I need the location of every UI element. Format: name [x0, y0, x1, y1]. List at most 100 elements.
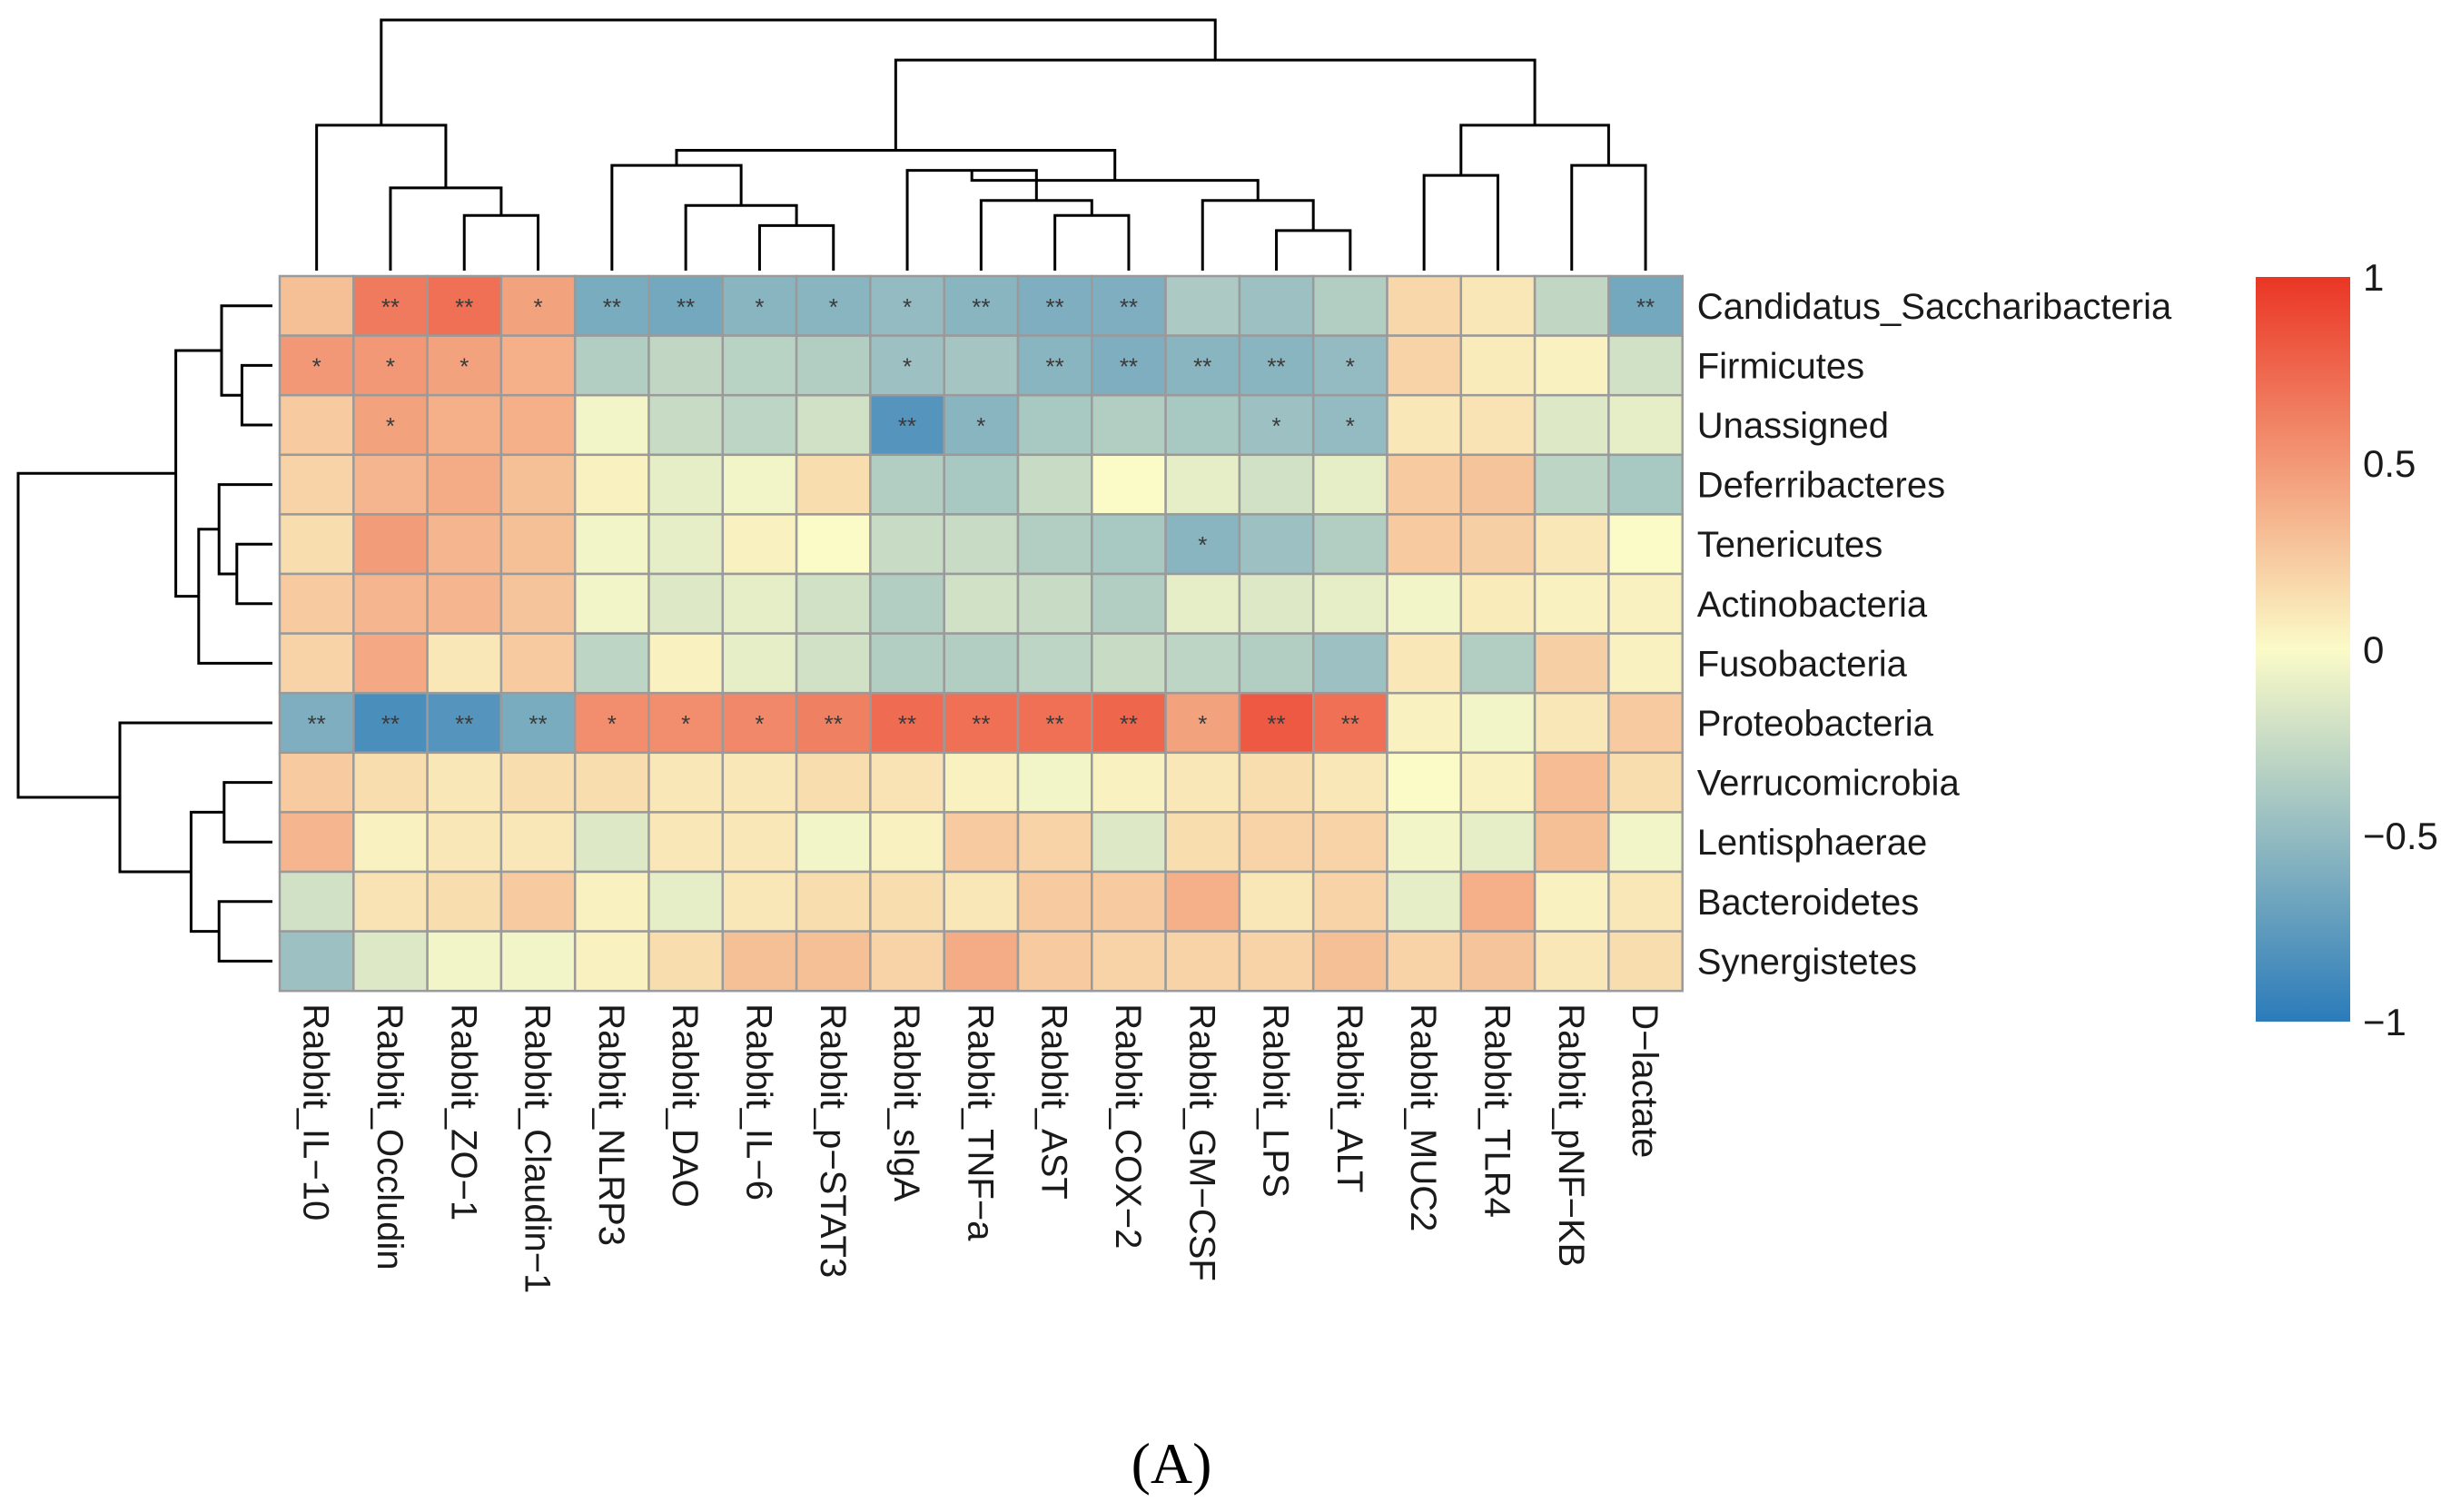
heatmap-cell — [1607, 870, 1684, 933]
row-dendrogram — [16, 304, 272, 963]
heatmap-cell — [1238, 513, 1315, 576]
heatmap-cell — [1607, 334, 1684, 397]
heatmap-cell — [1533, 691, 1610, 755]
heatmap-cell — [1091, 274, 1167, 337]
color-scale-tick-label: −0.5 — [2363, 815, 2438, 857]
heatmap-cell — [426, 811, 503, 874]
dendrogram-branch — [389, 186, 503, 271]
heatmap-cell — [1533, 751, 1610, 814]
heatmap-cell — [1164, 870, 1241, 933]
heatmap-cell — [1016, 393, 1093, 457]
color-scale-tick-label: 0.5 — [2363, 442, 2416, 485]
significance-marker: * — [460, 352, 469, 380]
significance-marker: ** — [677, 293, 695, 321]
heatmap-cell — [1386, 930, 1463, 993]
heatmap-cell — [499, 334, 577, 397]
significance-marker: * — [1271, 412, 1280, 440]
heatmap-cell — [721, 751, 798, 814]
heatmap-cell — [647, 632, 725, 695]
heatmap-cell — [1459, 870, 1537, 933]
significance-marker: ** — [1046, 710, 1064, 737]
heatmap-cell — [1311, 691, 1389, 755]
color-scale-bar — [2256, 277, 2350, 1022]
heatmap-cell — [647, 334, 725, 397]
heatmap-cell — [721, 513, 798, 576]
heatmap-cell — [1386, 691, 1463, 755]
heatmap-cell — [1311, 930, 1389, 993]
column-label: Rabbit_Claudin−1 — [518, 1003, 558, 1293]
heatmap-cell — [1091, 930, 1167, 993]
heatmap-cell — [499, 393, 577, 457]
heatmap-cell — [1311, 811, 1389, 874]
row-labels: Candidatus_Saccharibacteria Firmicutes Una… — [1697, 287, 2172, 983]
heatmap-cell — [352, 691, 429, 755]
column-label: Rabbit_TLR4 — [1477, 1003, 1517, 1218]
heatmap-cell — [1533, 513, 1610, 576]
dendrogram-branch — [222, 781, 272, 844]
significance-marker: * — [312, 352, 321, 380]
heatmap-cell — [1238, 870, 1315, 933]
heatmap-cell — [1533, 393, 1610, 457]
heatmap-cell — [721, 393, 798, 457]
heatmap-cell — [1533, 632, 1610, 695]
heatmap-cell — [1311, 453, 1389, 516]
heatmap-cell — [1607, 572, 1684, 635]
heatmap-cell — [1311, 393, 1389, 457]
heatmap-cell — [426, 334, 503, 397]
column-label: Rabbit_MUC2 — [1403, 1003, 1443, 1231]
significance-marker: ** — [308, 710, 326, 737]
heatmap-cell — [1459, 691, 1537, 755]
significance-marker: * — [1346, 412, 1355, 440]
heatmap-cell — [1016, 751, 1093, 814]
heatmap-cell — [573, 930, 650, 993]
row-label: Deferribacteres — [1697, 466, 1945, 506]
significance-marker: ** — [1046, 352, 1064, 380]
dendrogram-branch — [1201, 199, 1315, 271]
heatmap-cell — [1386, 870, 1463, 933]
row-label: Bacteroidetes — [1697, 883, 1920, 923]
heatmap-cell — [1311, 572, 1389, 635]
heatmap-cell — [795, 393, 872, 457]
heatmap-cell — [1386, 393, 1463, 457]
heatmap-cell — [1016, 811, 1093, 874]
heatmap-cell — [278, 453, 355, 516]
heatmap-cell — [1091, 870, 1167, 933]
dendrogram-branch — [1459, 124, 1610, 176]
heatmap-cell — [1459, 393, 1537, 457]
heatmap-cell — [647, 453, 725, 516]
column-label: Rabbit_IL−10 — [296, 1003, 336, 1220]
heatmap-cell — [426, 691, 503, 755]
heatmap-cell — [1016, 691, 1093, 755]
heatmap-cell — [1164, 751, 1241, 814]
significance-marker: * — [533, 293, 542, 321]
significance-marker: ** — [898, 412, 916, 440]
heatmap-cell — [721, 870, 798, 933]
column-label: Rabbit_LPS — [1256, 1003, 1296, 1197]
column-label: D−lactate — [1625, 1003, 1665, 1158]
heatmap-cell — [1533, 334, 1610, 397]
column-labels: Rabbit_IL−10 Rabbit_Occludin Rabbit_ZO−1 Ra… — [296, 1003, 1665, 1293]
color-scale-tick-label: 1 — [2363, 256, 2384, 299]
heatmap-cell — [1238, 334, 1315, 397]
dendrogram-branch — [217, 483, 272, 576]
heatmap-cell — [573, 811, 650, 874]
heatmap-cell — [278, 513, 355, 576]
color-scale-tick-label: 0 — [2363, 628, 2384, 671]
heatmap-cell — [721, 572, 798, 635]
heatmap-cell — [1016, 870, 1093, 933]
heatmap-cell — [869, 334, 945, 397]
significance-marker: ** — [898, 710, 916, 737]
significance-marker: * — [976, 412, 985, 440]
significance-marker: ** — [1120, 352, 1138, 380]
heatmap-cell — [352, 513, 429, 576]
heatmap-cell — [1164, 453, 1241, 516]
heatmap-cell — [352, 930, 429, 993]
heatmap-cell — [278, 691, 355, 755]
heatmap-cell — [1533, 274, 1610, 337]
heatmap-cell — [795, 751, 872, 814]
column-label: Rabbit_Occludin — [370, 1003, 410, 1270]
significance-marker: * — [1346, 352, 1355, 380]
heatmap-cell — [1459, 453, 1537, 516]
heatmap-cell — [1311, 632, 1389, 695]
